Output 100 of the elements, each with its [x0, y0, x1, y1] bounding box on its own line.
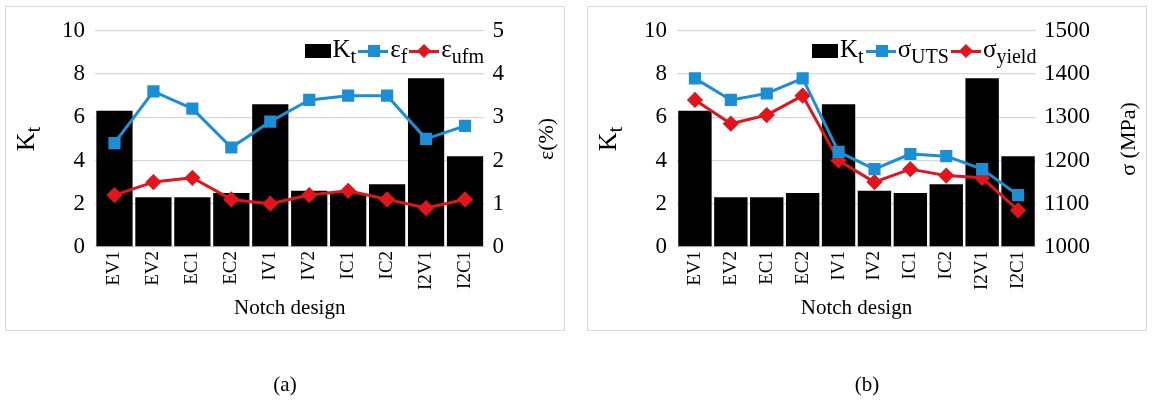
point: [264, 115, 277, 128]
point: [223, 191, 239, 207]
y-tick-label: 10: [644, 16, 667, 42]
x-tick-label: IC2: [375, 250, 397, 280]
point: [262, 196, 278, 212]
point: [1010, 202, 1026, 218]
x-tick-label: EC1: [754, 250, 776, 285]
point: [108, 137, 121, 150]
bar: [714, 197, 748, 247]
bar: [174, 197, 211, 247]
y-tick-label: 0: [655, 233, 667, 258]
legend-label: K$_{t}$: [840, 34, 864, 68]
x-tick-label: EC1: [180, 250, 202, 285]
bar: [407, 78, 445, 247]
text: (b): [853, 372, 881, 397]
x-tick-label: IV1: [826, 250, 848, 281]
point: [759, 107, 775, 123]
point: [976, 163, 989, 176]
legend-label: ε$_{ufm}$: [441, 34, 485, 68]
point: [940, 150, 953, 163]
x-tick-label: IV1: [258, 250, 280, 281]
legend-label: ε$_{f}$: [390, 34, 408, 68]
point: [225, 141, 238, 154]
y2-axis-title: ε(%): [533, 117, 559, 160]
y2-tick-label: 5: [492, 16, 504, 42]
point: [795, 88, 811, 104]
point: [796, 72, 809, 85]
point: [303, 93, 316, 107]
y-tick-label: 6: [73, 103, 85, 129]
x-axis-title: Notch design: [234, 295, 346, 320]
bar: [929, 184, 963, 247]
point: [904, 147, 917, 161]
text: (a): [272, 372, 298, 397]
point: [760, 87, 773, 100]
y2-tick-label: 1500: [1044, 16, 1090, 42]
bar: [446, 156, 484, 247]
bar: [96, 110, 133, 247]
y-tick-label: 4: [655, 146, 668, 172]
point: [458, 119, 472, 132]
x-tick-label: I2C1: [453, 250, 475, 289]
y-tick-label: 8: [655, 60, 667, 86]
x-tick-label: EC2: [219, 250, 241, 285]
point: [419, 132, 433, 145]
y-tick-label: 2: [73, 189, 85, 215]
x-tick-label: EV2: [718, 250, 740, 286]
y2-tick-label: 1: [492, 189, 504, 215]
y-tick-label: 8: [73, 60, 85, 86]
y2-tick-label: 0: [492, 233, 504, 258]
point: [106, 187, 122, 203]
y2-axis-title: σ (MPa): [1115, 102, 1141, 176]
point: [186, 102, 199, 115]
x-tick-label: EV1: [682, 250, 704, 286]
bar: [330, 192, 367, 247]
point: [832, 145, 845, 158]
y2-tick-label: 1400: [1044, 60, 1090, 86]
point: [381, 89, 394, 102]
y2-tick-label: 4: [492, 60, 505, 86]
y2-tick-label: 1000: [1044, 233, 1090, 258]
point: [688, 72, 702, 85]
bar: [965, 78, 999, 247]
point: [902, 161, 918, 177]
bar: [135, 197, 172, 247]
y-tick-label: 2: [655, 189, 667, 215]
point: [723, 116, 739, 132]
point: [866, 174, 882, 190]
x-axis-title: Notch design: [800, 295, 913, 320]
y2-tick-label: 1200: [1044, 146, 1090, 172]
x-tick-label: IV2: [862, 250, 884, 281]
point: [379, 191, 395, 207]
point: [724, 93, 737, 107]
legend-label: σ$_{yield}$: [982, 34, 1037, 68]
point: [868, 163, 881, 176]
x-tick-label: EC2: [790, 250, 812, 285]
bar: [252, 104, 289, 247]
y2-tick-label: 3: [492, 103, 504, 129]
bar: [893, 192, 928, 247]
point: [145, 174, 161, 190]
y-tick-label: 6: [655, 103, 667, 129]
x-tick-label: I2V1: [414, 250, 436, 291]
y2-tick-label: 1100: [1044, 189, 1090, 215]
point: [184, 170, 200, 186]
y-tick-label: 10: [62, 16, 85, 42]
x-tick-label: IC1: [898, 250, 920, 280]
y-tick-label: 4: [73, 146, 86, 172]
point: [938, 168, 954, 184]
y-tick-label: 0: [73, 233, 85, 258]
bar: [785, 192, 820, 247]
point: [147, 85, 160, 98]
point: [457, 191, 473, 207]
point: [1011, 188, 1025, 202]
x-tick-label: IC1: [336, 250, 358, 280]
x-tick-label: EV1: [102, 250, 124, 286]
y2-tick-label: 2: [492, 146, 504, 172]
y2-tick-label: 1300: [1044, 103, 1090, 129]
point: [342, 89, 355, 102]
x-tick-label: I2C1: [1006, 250, 1028, 289]
point: [340, 183, 356, 199]
x-tick-label: IC2: [934, 250, 956, 280]
point: [687, 92, 703, 108]
legend-label: σ$_{UTS}$: [897, 34, 949, 68]
